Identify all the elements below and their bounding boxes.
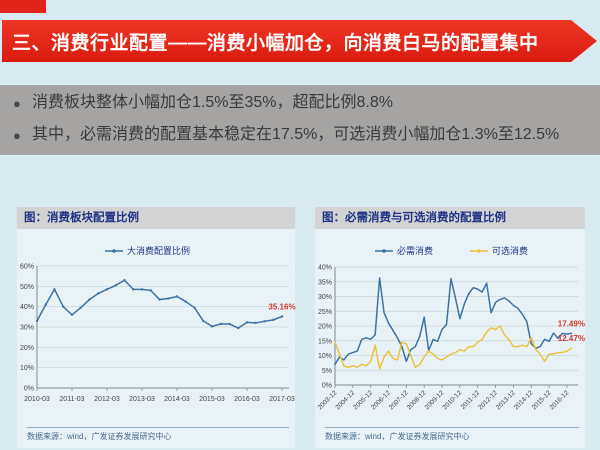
header-banner: 三、消费行业配置——消费小幅加仓，向消费白马的配置集中 [2, 20, 597, 62]
svg-text:0%: 0% [24, 386, 34, 393]
svg-text:17.49%: 17.49% [558, 319, 585, 328]
bullet-list: ● 消费板块整体小幅加仓1.5%至35%，超配比例8.8% ● 其中，必需消费的… [0, 85, 600, 155]
bullet-dot-icon: ● [13, 96, 21, 111]
bullet-text: 其中，必需消费的配置基本稳定在17.5%，可选消费小幅加仓1.3%至12.5% [32, 126, 560, 143]
bullet-dot-icon: ● [13, 128, 21, 143]
svg-text:2014-03: 2014-03 [164, 396, 190, 403]
svg-text:15%: 15% [318, 338, 332, 345]
svg-text:40%: 40% [318, 265, 332, 272]
source-note: 数据来源：wind，广发证券发展研究中心 [325, 427, 579, 442]
staples-vs-discretionary-chart: 0%5%10%15%20%25%30%35%40%2003-122004-122… [317, 245, 585, 411]
svg-text:20%: 20% [20, 345, 34, 352]
bullet-item: ● 消费板块整体小幅加仓1.5%至35%，超配比例8.8% [0, 93, 594, 113]
svg-text:2013-03: 2013-03 [129, 396, 155, 403]
svg-text:50%: 50% [20, 284, 34, 291]
svg-text:必需消费: 必需消费 [397, 245, 433, 256]
svg-text:25%: 25% [318, 309, 332, 316]
svg-text:2010-03: 2010-03 [24, 396, 50, 403]
svg-text:30%: 30% [20, 325, 34, 332]
svg-text:35%: 35% [318, 279, 332, 286]
svg-text:可选消费: 可选消费 [492, 245, 528, 256]
svg-text:5%: 5% [322, 368, 332, 375]
chart-title: 图：消费板块配置比例 [17, 207, 295, 229]
svg-text:2016-03: 2016-03 [234, 396, 260, 403]
svg-text:10%: 10% [318, 353, 332, 360]
svg-text:12.47%: 12.47% [558, 334, 585, 343]
consumption-allocation-chart: 0% 10% 20% 30% 40% 50% 60% 2010-03 2011-03 2012-0… [20, 245, 296, 403]
svg-text:2012-03: 2012-03 [94, 396, 120, 403]
chart-panel-consumption: 图：消费板块配置比例 0% 10% 20% 30% 40% 50% 60% 2010-03 20… [17, 207, 296, 448]
svg-text:40%: 40% [20, 304, 34, 311]
chart-title: 图：必需消费与可选消费的配置比例 [315, 207, 585, 229]
bullet-text: 消费板块整体小幅加仓1.5%至35%，超配比例8.8% [32, 94, 393, 111]
svg-text:0%: 0% [322, 383, 332, 390]
source-note: 数据来源：wind，广发证券发展研究中心 [27, 427, 289, 442]
corner-flag [0, 0, 46, 13]
svg-text:10%: 10% [20, 365, 34, 372]
svg-text:2016-12: 2016-12 [549, 389, 571, 411]
svg-text:20%: 20% [318, 324, 332, 331]
page-title: 三、消费行业配置——消费小幅加仓，向消费白马的配置集中 [12, 32, 539, 54]
svg-text:30%: 30% [318, 294, 332, 301]
svg-text:60%: 60% [20, 264, 34, 271]
svg-text:35.16%: 35.16% [268, 303, 295, 312]
svg-text:2011-03: 2011-03 [59, 396, 84, 403]
svg-text:2015-03: 2015-03 [199, 396, 225, 403]
chart-panel-staples-vs-discretionary: 图：必需消费与可选消费的配置比例 0% 5% 10% 15% 20% 25% 30% 35% 4… [315, 207, 585, 448]
bullet-item: ● 其中，必需消费的配置基本稳定在17.5%，可选消费小幅加仓1.3%至12.5… [0, 125, 594, 145]
svg-text:2017-03: 2017-03 [269, 396, 295, 403]
svg-text:大消费配置比例: 大消费配置比例 [127, 245, 190, 256]
